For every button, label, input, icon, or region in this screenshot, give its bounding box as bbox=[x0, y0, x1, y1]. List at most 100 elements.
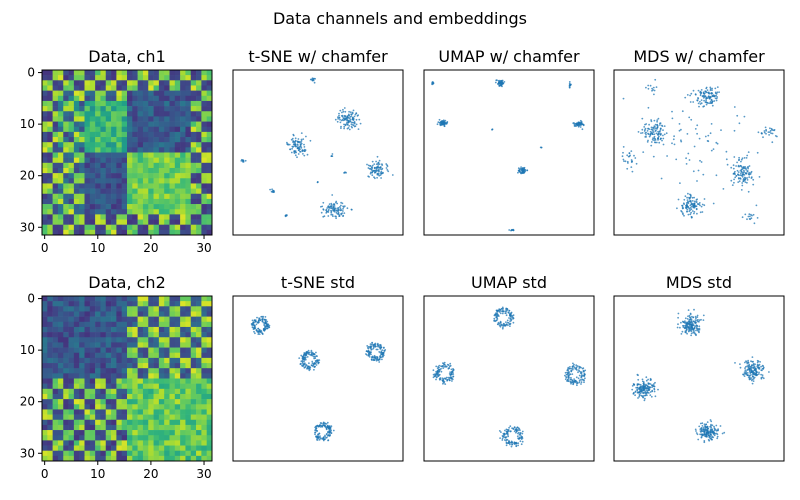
heatmap-cell bbox=[148, 106, 154, 112]
scatter-point bbox=[741, 172, 744, 174]
heatmap-cell bbox=[47, 137, 53, 143]
scatter-point bbox=[650, 144, 653, 147]
scatter-point bbox=[730, 179, 733, 182]
scatter-point bbox=[708, 97, 711, 100]
heatmap-cell bbox=[47, 430, 53, 436]
heatmap-cell bbox=[137, 373, 144, 379]
scatter-point bbox=[745, 172, 748, 175]
scatter-point bbox=[687, 206, 689, 208]
scatter-point bbox=[741, 157, 744, 160]
heatmap-cell bbox=[132, 419, 138, 426]
heatmap-cell bbox=[201, 455, 207, 462]
heatmap-cell bbox=[132, 173, 138, 179]
scatter-point bbox=[679, 326, 681, 329]
heatmap-cell bbox=[180, 404, 186, 410]
heatmap-cell bbox=[132, 121, 138, 128]
heatmap-cell bbox=[116, 152, 122, 158]
scatter-point bbox=[710, 123, 713, 125]
heatmap-cell bbox=[180, 229, 186, 236]
heatmap-cell bbox=[68, 430, 75, 436]
heatmap-cell bbox=[127, 399, 133, 405]
heatmap-cell bbox=[52, 430, 59, 436]
heatmap-cell bbox=[153, 301, 160, 307]
heatmap-cell bbox=[105, 224, 112, 231]
heatmap-cell bbox=[111, 106, 117, 112]
scatter-point bbox=[693, 204, 695, 207]
heatmap-cell bbox=[73, 70, 80, 76]
heatmap-cell bbox=[95, 188, 101, 195]
heatmap-cell bbox=[121, 430, 128, 436]
scatter-point bbox=[339, 206, 341, 208]
scatter-point bbox=[762, 377, 765, 380]
heatmap-cell bbox=[148, 430, 154, 436]
scatter-point bbox=[253, 324, 256, 327]
heatmap-cell bbox=[185, 347, 192, 354]
scatter-point bbox=[722, 188, 725, 190]
heatmap-cell bbox=[137, 80, 144, 86]
heatmap-cell bbox=[89, 121, 96, 128]
heatmap-cell bbox=[42, 440, 48, 446]
heatmap-cell bbox=[42, 383, 48, 390]
heatmap-cell bbox=[111, 326, 117, 333]
heatmap-cell bbox=[142, 137, 149, 143]
heatmap-cell bbox=[68, 95, 75, 102]
scatter-point bbox=[344, 124, 347, 127]
scatter-point bbox=[269, 188, 271, 191]
heatmap-cell bbox=[63, 178, 69, 184]
heatmap-cell bbox=[158, 445, 165, 451]
scatter-point bbox=[313, 368, 315, 371]
scatter-point bbox=[645, 376, 648, 379]
heatmap-cell bbox=[132, 430, 138, 436]
heatmap-cell bbox=[164, 321, 170, 328]
scatter-point bbox=[737, 177, 740, 179]
heatmap-cell bbox=[105, 116, 112, 122]
scatter-point bbox=[761, 376, 764, 379]
heatmap-cell bbox=[174, 373, 181, 379]
heatmap-cell bbox=[116, 414, 122, 421]
scatter-point bbox=[681, 206, 684, 209]
heatmap-cell bbox=[174, 409, 181, 415]
heatmap-cell bbox=[121, 229, 128, 236]
heatmap-cell bbox=[185, 440, 192, 446]
heatmap-cell bbox=[174, 137, 181, 143]
scatter-point bbox=[697, 319, 699, 321]
axes-frame bbox=[423, 295, 595, 462]
heatmap-cell bbox=[84, 363, 91, 369]
scatter-point bbox=[743, 169, 745, 172]
heatmap-cell bbox=[148, 162, 154, 169]
heatmap-cell bbox=[100, 388, 107, 395]
heatmap-cell bbox=[84, 450, 91, 457]
heatmap-cell bbox=[158, 137, 165, 143]
heatmap-cell bbox=[95, 332, 101, 338]
heatmap-cell bbox=[196, 183, 202, 189]
scatter-point bbox=[508, 229, 511, 231]
scatter-point bbox=[520, 443, 523, 446]
heatmap-cell bbox=[121, 337, 128, 343]
scatter-point bbox=[332, 205, 335, 208]
heatmap-cell bbox=[73, 393, 80, 400]
scatter-point bbox=[500, 307, 503, 310]
heatmap-cell bbox=[84, 321, 91, 328]
scatter-point bbox=[709, 88, 712, 90]
scatter-point bbox=[449, 362, 452, 365]
scatter-point bbox=[692, 203, 694, 205]
heatmap-cell bbox=[169, 383, 176, 390]
heatmap-cell bbox=[196, 100, 202, 107]
heatmap-cell bbox=[185, 342, 192, 348]
heatmap-cell bbox=[89, 337, 96, 343]
scatter-point bbox=[633, 384, 636, 386]
heatmap-cell bbox=[95, 316, 101, 323]
scatter-point bbox=[297, 138, 300, 140]
heatmap-cell bbox=[47, 157, 53, 164]
scatter-point bbox=[291, 147, 293, 150]
heatmap-cell bbox=[174, 435, 181, 441]
heatmap-cell bbox=[196, 326, 202, 333]
scatter-point bbox=[665, 132, 668, 135]
heatmap-cell bbox=[116, 209, 122, 215]
scatter-point bbox=[768, 371, 770, 373]
heatmap-cell bbox=[89, 311, 96, 317]
heatmap-cell bbox=[111, 409, 117, 415]
heatmap-cell bbox=[153, 393, 160, 400]
scatter-point bbox=[379, 347, 382, 350]
scatter-point bbox=[696, 180, 698, 182]
